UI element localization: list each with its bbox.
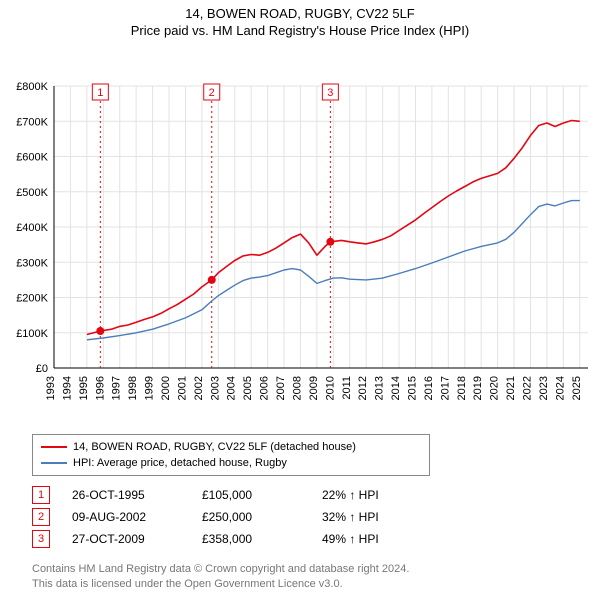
svg-text:2016: 2016 [423, 376, 435, 400]
svg-text:2006: 2006 [259, 376, 271, 400]
svg-text:2004: 2004 [226, 376, 238, 400]
svg-text:1998: 1998 [127, 376, 139, 400]
title-address: 14, BOWEN ROAD, RUGBY, CV22 5LF [0, 6, 600, 21]
sale-price: £358,000 [202, 532, 322, 546]
svg-text:1999: 1999 [144, 376, 156, 400]
svg-text:£500K: £500K [16, 187, 48, 199]
sale-diff: 32% ↑ HPI [322, 510, 442, 524]
svg-text:3: 3 [327, 87, 333, 99]
svg-text:1995: 1995 [78, 376, 90, 400]
sale-marker-box: 1 [32, 486, 50, 504]
sale-price: £250,000 [202, 510, 322, 524]
svg-text:1997: 1997 [111, 376, 123, 400]
svg-text:2008: 2008 [291, 376, 303, 400]
svg-text:2013: 2013 [374, 376, 386, 400]
svg-text:2024: 2024 [554, 376, 566, 400]
svg-text:2015: 2015 [406, 376, 418, 400]
sale-price: £105,000 [202, 488, 322, 502]
svg-text:2012: 2012 [357, 376, 369, 400]
legend-item: 14, BOWEN ROAD, RUGBY, CV22 5LF (detache… [41, 439, 421, 455]
svg-text:1994: 1994 [61, 376, 73, 400]
svg-text:£800K: £800K [16, 81, 48, 93]
svg-text:2007: 2007 [275, 376, 287, 400]
svg-text:£0: £0 [36, 363, 48, 375]
svg-text:1: 1 [97, 87, 103, 99]
svg-text:2005: 2005 [242, 376, 254, 400]
svg-text:£600K: £600K [16, 152, 48, 164]
svg-text:2018: 2018 [456, 376, 468, 400]
svg-text:1996: 1996 [94, 376, 106, 400]
sale-row: 2 09-AUG-2002£250,00032% ↑ HPI [32, 506, 600, 528]
svg-text:2000: 2000 [160, 376, 172, 400]
svg-text:2002: 2002 [193, 376, 205, 400]
svg-text:2025: 2025 [571, 376, 583, 400]
titles: 14, BOWEN ROAD, RUGBY, CV22 5LF Price pa… [0, 0, 600, 38]
svg-text:2017: 2017 [439, 376, 451, 400]
sale-diff: 49% ↑ HPI [322, 532, 442, 546]
sale-date: 09-AUG-2002 [72, 510, 202, 524]
svg-text:2003: 2003 [209, 376, 221, 400]
footer-line-2: This data is licensed under the Open Gov… [32, 577, 600, 592]
footer: Contains HM Land Registry data © Crown c… [18, 558, 600, 600]
svg-text:2001: 2001 [176, 376, 188, 400]
sale-diff: 22% ↑ HPI [322, 488, 442, 502]
svg-text:2019: 2019 [472, 376, 484, 400]
chart-area: £0 £100K £200K £300K £400K £500K £600K £700K £80… [0, 38, 600, 428]
legend-label: HPI: Average price, detached house, Rugb… [73, 457, 287, 469]
sale-date: 27-OCT-2009 [72, 532, 202, 546]
svg-text:£100K: £100K [16, 328, 48, 340]
svg-text:2021: 2021 [505, 376, 517, 400]
svg-text:2: 2 [209, 87, 215, 99]
svg-text:2011: 2011 [341, 376, 353, 400]
line-chart-svg: £0 £100K £200K £300K £400K £500K £600K £700K £80… [0, 38, 600, 428]
legend-label: 14, BOWEN ROAD, RUGBY, CV22 5LF (detache… [73, 441, 356, 453]
svg-text:2010: 2010 [324, 376, 336, 400]
sale-marker-box: 2 [32, 508, 50, 526]
sale-marker-box: 3 [32, 530, 50, 548]
sales-table: 1 26-OCT-1995£105,00022% ↑ HPI 2 09-AUG-200… [32, 484, 600, 550]
legend-swatch [41, 462, 67, 464]
svg-text:2020: 2020 [489, 376, 501, 400]
sale-row: 3 27-OCT-2009£358,00049% ↑ HPI [32, 528, 600, 550]
chart-container: 14, BOWEN ROAD, RUGBY, CV22 5LF Price pa… [0, 0, 600, 600]
svg-text:2009: 2009 [308, 376, 320, 400]
svg-text:£700K: £700K [16, 116, 48, 128]
legend: 14, BOWEN ROAD, RUGBY, CV22 5LF (detache… [32, 434, 430, 476]
svg-text:£400K: £400K [16, 222, 48, 234]
sale-date: 26-OCT-1995 [72, 488, 202, 502]
legend-item: HPI: Average price, detached house, Rugb… [41, 455, 421, 471]
svg-text:2023: 2023 [538, 376, 550, 400]
svg-text:2022: 2022 [521, 376, 533, 400]
footer-line-1: Contains HM Land Registry data © Crown c… [32, 562, 600, 577]
legend-swatch [41, 446, 67, 448]
sale-row: 1 26-OCT-1995£105,00022% ↑ HPI [32, 484, 600, 506]
svg-text:2014: 2014 [390, 376, 402, 400]
svg-text:£200K: £200K [16, 293, 48, 305]
svg-text:£300K: £300K [16, 257, 48, 269]
svg-text:1993: 1993 [45, 376, 57, 400]
title-subtitle: Price paid vs. HM Land Registry's House … [0, 23, 600, 38]
